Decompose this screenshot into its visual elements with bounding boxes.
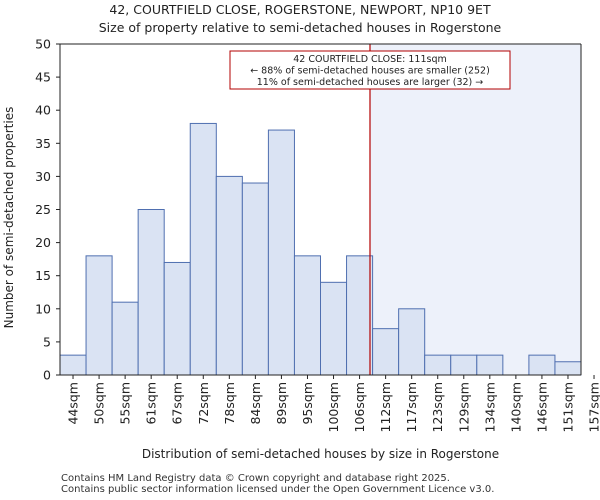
x-tick-label: 106sqm [352, 382, 367, 432]
y-tick-label: 0 [43, 368, 51, 383]
histogram-bar [554, 361, 582, 376]
histogram-bar [215, 175, 243, 376]
annotation-box [229, 50, 511, 90]
x-tick-label: 50sqm [92, 382, 107, 425]
histogram-bar [85, 255, 113, 376]
x-tick-label: 112sqm [378, 382, 393, 432]
y-tick-label: 40 [35, 103, 51, 118]
x-tick-label: 117sqm [404, 382, 419, 432]
x-tick-label: 140sqm [508, 382, 523, 432]
annotation-line: ← 88% of semi-detached houses are smalle… [250, 66, 490, 77]
y-tick-label: 5 [43, 334, 51, 349]
x-tick-label: 100sqm [326, 382, 341, 432]
histogram-bar [163, 261, 191, 376]
chart-title: 42, COURTFIELD CLOSE, ROGERSTONE, NEWPOR… [109, 2, 491, 17]
histogram-bar [476, 354, 504, 376]
histogram-bar [241, 182, 269, 376]
x-tick-label: 129sqm [456, 382, 471, 432]
histogram-bar [346, 255, 374, 376]
x-tick-label: 44sqm [66, 382, 81, 425]
footer-line-1: Contains HM Land Registry data © Crown c… [61, 473, 450, 484]
x-tick-label: 67sqm [170, 382, 185, 425]
histogram-bar [111, 301, 139, 376]
x-tick-label: 84sqm [248, 382, 263, 425]
histogram-bar [189, 122, 217, 376]
x-tick-label: 72sqm [196, 382, 211, 425]
y-axis-label: Number of semi-detached properties [2, 107, 16, 329]
y-tick-label: 25 [35, 202, 51, 217]
histogram-bar [137, 209, 165, 376]
y-tick-label: 50 [35, 37, 51, 52]
y-tick-label: 45 [35, 70, 51, 85]
x-tick-label: 146sqm [534, 382, 549, 432]
x-tick-label: 95sqm [300, 382, 315, 425]
histogram-bar [528, 354, 556, 376]
histogram-bar [372, 328, 400, 376]
x-tick-label: 89sqm [274, 382, 289, 425]
annotation-line: 11% of semi-detached houses are larger (… [257, 77, 484, 88]
histogram-bar [398, 308, 426, 376]
y-tick-label: 15 [35, 268, 51, 283]
histogram-bar [450, 354, 478, 376]
footer-line-2: Contains public sector information licen… [61, 484, 495, 495]
histogram-bar [59, 354, 87, 376]
x-tick-label: 78sqm [222, 382, 237, 425]
x-tick-label: 134sqm [482, 382, 497, 432]
y-tick-label: 10 [35, 301, 51, 316]
y-tick-label: 20 [35, 235, 51, 250]
histogram-bar [424, 354, 452, 376]
x-tick-label: 55sqm [118, 382, 133, 425]
y-tick-label: 35 [35, 136, 51, 151]
histogram-bar [293, 255, 322, 376]
x-axis-label: Distribution of semi-detached houses by … [142, 447, 499, 461]
x-tick-label: 123sqm [430, 382, 445, 432]
chart-subtitle: Size of property relative to semi-detach… [98, 20, 502, 35]
x-tick-label: 61sqm [144, 382, 159, 425]
x-tick-label: 157sqm [587, 382, 600, 432]
y-tick-label: 30 [35, 169, 51, 184]
histogram-bar [320, 281, 348, 376]
annotation-line: 42 COURTFIELD CLOSE: 111sqm [293, 54, 446, 65]
histogram-bar [267, 129, 295, 376]
x-tick-label: 151sqm [560, 382, 575, 432]
